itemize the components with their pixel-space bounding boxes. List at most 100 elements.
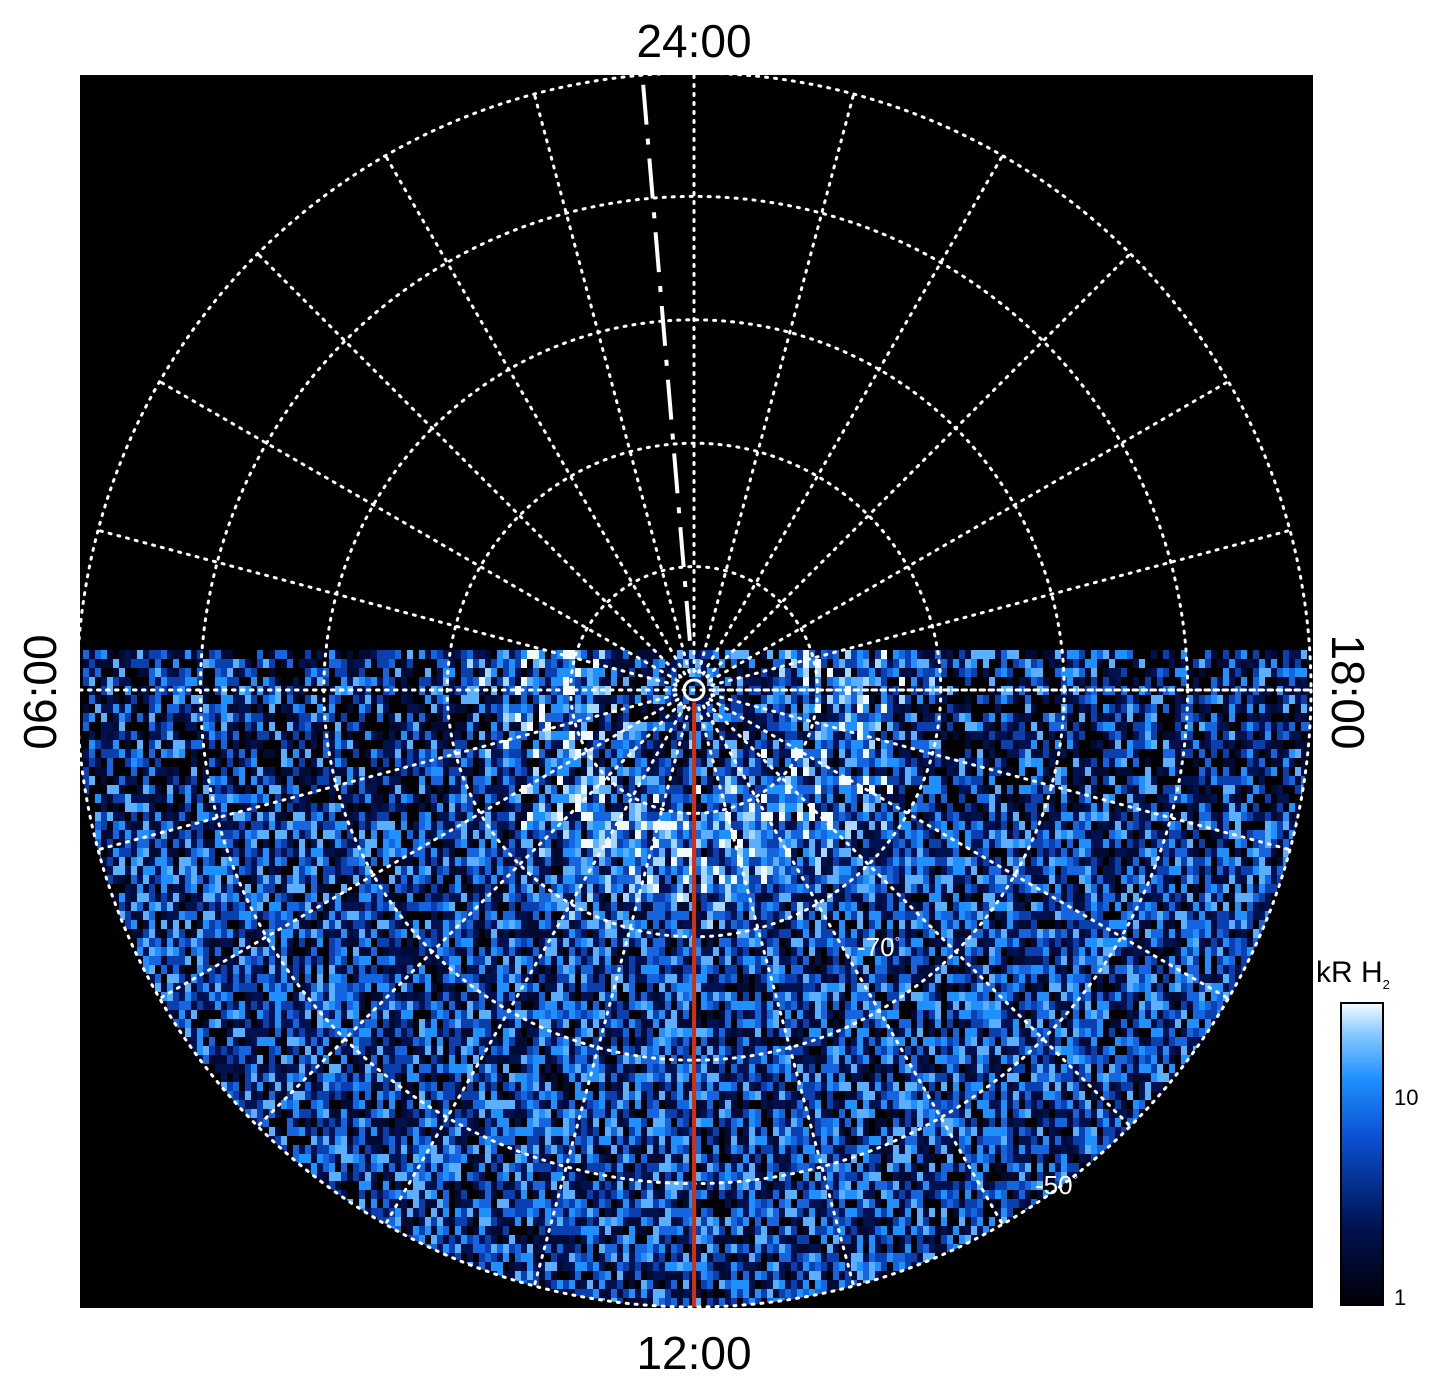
emission-cell (1121, 830, 1127, 839)
emission-cell (401, 866, 407, 875)
emission-cell (917, 839, 923, 848)
emission-cell (749, 848, 755, 857)
emission-cell (1043, 830, 1049, 839)
emission-cell (569, 857, 575, 866)
emission-cell (1193, 848, 1199, 857)
emission-cell (197, 857, 203, 866)
emission-cell (941, 839, 947, 848)
emission-cell (179, 830, 185, 839)
emission-cell (407, 857, 413, 866)
emission-cell (761, 839, 767, 848)
emission-cell (479, 848, 485, 857)
emission-cell (407, 830, 413, 839)
emission-cell (575, 839, 581, 848)
emission-cell (155, 857, 161, 866)
emission-cell (449, 839, 455, 848)
emission-cell (743, 839, 749, 848)
emission-cell (539, 830, 545, 839)
emission-cell (317, 839, 323, 848)
emission-cell (671, 848, 677, 857)
emission-cell (437, 839, 443, 848)
emission-cell (761, 866, 767, 875)
emission-cell (179, 866, 185, 875)
emission-cell (755, 848, 761, 857)
emission-cell (203, 857, 209, 866)
emission-cell (167, 839, 173, 848)
emission-cell (1031, 857, 1037, 866)
emission-cell (161, 839, 167, 848)
emission-cell (1103, 830, 1109, 839)
emission-cell (251, 839, 257, 848)
emission-cell (767, 866, 773, 875)
emission-cell (1061, 857, 1067, 866)
emission-cell (899, 830, 905, 839)
emission-cell (683, 830, 689, 839)
emission-cell (1157, 830, 1163, 839)
emission-cell (401, 839, 407, 848)
emission-cell (329, 857, 335, 866)
emission-cell (335, 839, 341, 848)
emission-cell (527, 857, 533, 866)
emission-cell (173, 830, 179, 839)
emission-cell (359, 857, 365, 866)
emission-cell (965, 830, 971, 839)
emission-cell (641, 848, 647, 857)
emission-cell (557, 866, 563, 875)
emission-cell (1271, 848, 1277, 857)
emission-cell (773, 848, 779, 857)
emission-cell (893, 857, 899, 866)
emission-cell (557, 839, 563, 848)
emission-cell (293, 839, 299, 848)
emission-cell (443, 848, 449, 857)
emission-cell (197, 848, 203, 857)
emission-cell (1241, 857, 1247, 866)
emission-cell (791, 839, 797, 848)
emission-cell (485, 848, 491, 857)
emission-cell (233, 848, 239, 857)
emission-cell (365, 848, 371, 857)
emission-cell (1109, 848, 1115, 857)
emission-cell (839, 848, 845, 857)
emission-cell (629, 866, 635, 875)
emission-cell (575, 857, 581, 866)
emission-cell (173, 839, 179, 848)
emission-cell (719, 857, 725, 866)
emission-cell (773, 839, 779, 848)
emission-cell (509, 830, 515, 839)
emission-cell (1145, 839, 1151, 848)
emission-cell (149, 857, 155, 866)
emission-cell (641, 830, 647, 839)
emission-cell (1199, 830, 1205, 839)
emission-cell (491, 848, 497, 857)
emission-cell (341, 839, 347, 848)
emission-cell (707, 848, 713, 857)
emission-cell (485, 839, 491, 848)
emission-cell (251, 857, 257, 866)
emission-cell (149, 848, 155, 857)
emission-cell (299, 857, 305, 866)
emission-cell (869, 848, 875, 857)
emission-cell (875, 839, 881, 848)
emission-cell (161, 866, 167, 875)
emission-cell (875, 830, 881, 839)
emission-cell (1043, 848, 1049, 857)
emission-cell (197, 830, 203, 839)
emission-cell (665, 866, 671, 875)
emission-cell (677, 848, 683, 857)
emission-cell (335, 857, 341, 866)
emission-cell (245, 866, 251, 875)
emission-cell (371, 857, 377, 866)
emission-cell (335, 848, 341, 857)
emission-cell (155, 866, 161, 875)
emission-cell (1067, 830, 1073, 839)
emission-cell (371, 848, 377, 857)
emission-cell (1115, 830, 1121, 839)
emission-cell (719, 848, 725, 857)
emission-cell (821, 830, 827, 839)
emission-cell (929, 857, 935, 866)
emission-cell (191, 857, 197, 866)
emission-cell (1193, 839, 1199, 848)
emission-cell (641, 839, 647, 848)
emission-cell (743, 857, 749, 866)
emission-cell (1271, 830, 1277, 839)
